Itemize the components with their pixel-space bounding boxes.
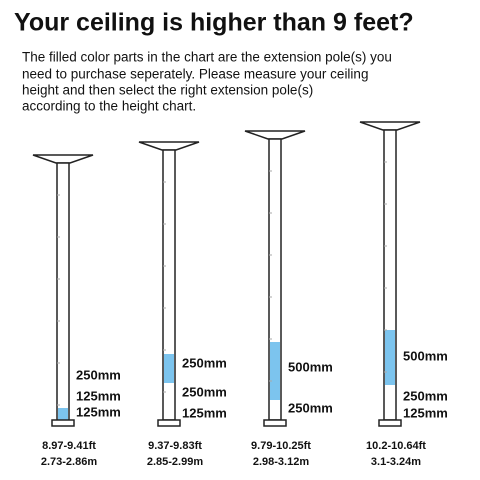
description-line: height and then select the right extensi… [22, 83, 313, 98]
feet-range: 9.79-10.25ft [251, 440, 311, 452]
segment-label: 250mm [288, 400, 333, 415]
segment-label: 250mm [403, 388, 448, 403]
segment-label: 500mm [288, 359, 333, 374]
pole-base [263, 419, 287, 427]
pole-cap [138, 141, 200, 151]
extension-segment [385, 330, 395, 385]
pole-base [378, 419, 402, 427]
segment-label: 250mm [182, 384, 227, 399]
meter-range: 3.1-3.24m [371, 456, 421, 468]
segment-label: 125mm [403, 405, 448, 420]
pole-cap [32, 154, 94, 164]
pole-base [51, 419, 75, 427]
meter-range: 2.73-2.86m [41, 456, 97, 468]
description-line: according to the height chart. [22, 99, 196, 114]
segment-label: 125mm [76, 404, 121, 419]
segment-label: 125mm [76, 388, 121, 403]
title: Your ceiling is higher than 9 feet? [14, 9, 414, 37]
segment-label: 500mm [403, 348, 448, 363]
pole-cap [244, 130, 306, 140]
feet-range: 10.2-10.64ft [366, 440, 426, 452]
pole [56, 162, 70, 421]
meter-range: 2.98-3.12m [253, 456, 309, 468]
feet-range: 8.97-9.41ft [42, 440, 96, 452]
extension-segment [270, 342, 280, 400]
pole-base [157, 419, 181, 427]
description-line: need to purchase seperately. Please meas… [22, 67, 368, 82]
meter-range: 2.85-2.99m [147, 456, 203, 468]
segment-label: 125mm [182, 405, 227, 420]
segment-label: 250mm [76, 367, 121, 382]
extension-segment [58, 408, 68, 420]
extension-segment [164, 354, 174, 383]
feet-range: 9.37-9.83ft [148, 440, 202, 452]
description-line: The filled color parts in the chart are … [22, 50, 392, 65]
segment-label: 250mm [182, 355, 227, 370]
pole-cap [359, 121, 421, 131]
